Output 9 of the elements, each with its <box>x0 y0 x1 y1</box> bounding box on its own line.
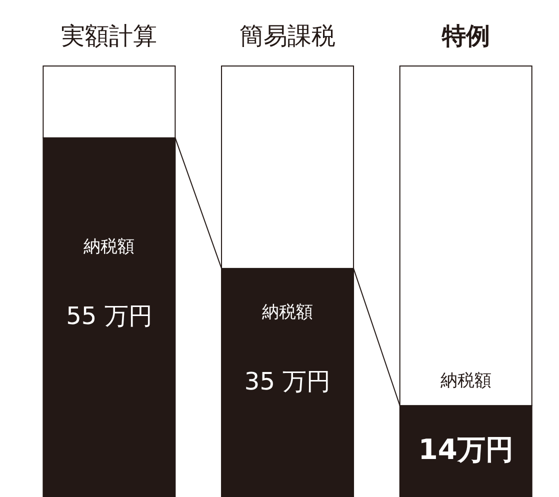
x-tick-label: 特例 <box>440 22 490 50</box>
annotation: 納税額 <box>84 237 135 258</box>
data-label: 14万円 <box>418 432 514 466</box>
data-label: 55 万円 <box>66 302 152 330</box>
x-tick-label: 実額計算 <box>61 22 158 50</box>
annotation: 納税額 <box>440 370 492 391</box>
data-label: 35 万円 <box>244 367 331 396</box>
annotation: 納税額 <box>262 302 314 322</box>
x-tick-label: 簡易課税 <box>240 22 336 50</box>
